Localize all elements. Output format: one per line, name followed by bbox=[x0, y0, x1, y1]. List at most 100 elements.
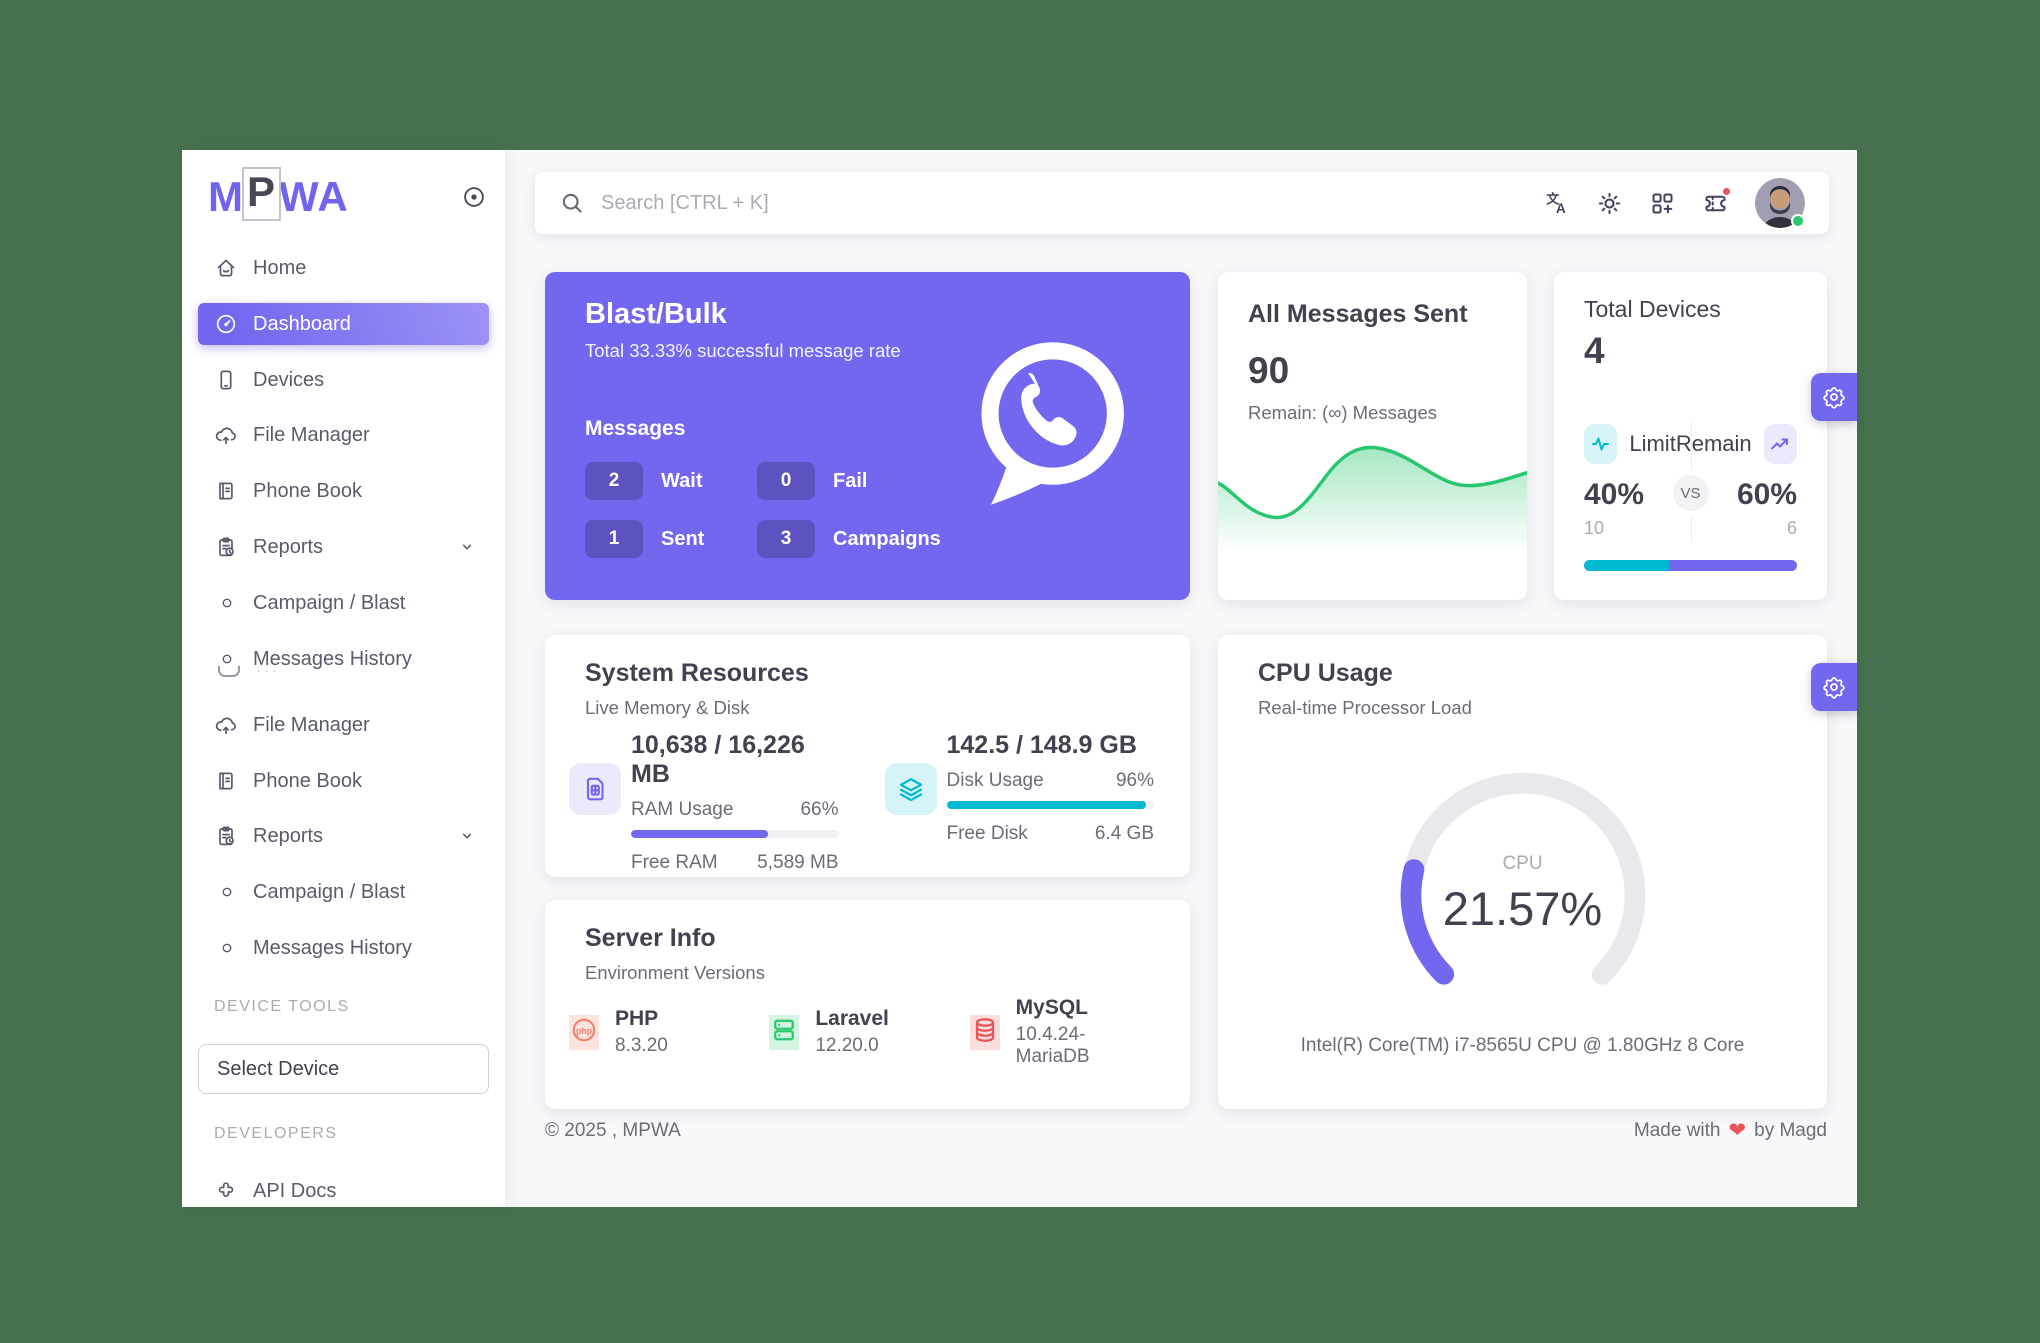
all-messages-remaining: Remain: (∞) Messages bbox=[1248, 402, 1437, 423]
search-icon[interactable] bbox=[559, 190, 585, 216]
cpu-usage-card: CPU Usage Real-time Processor Load CPU 2… bbox=[1218, 635, 1827, 1109]
stat-wait: 2 Wait bbox=[585, 462, 757, 500]
sidebar-item-reports-2[interactable]: Reports bbox=[198, 815, 489, 857]
select-device-dropdown[interactable]: Select Device bbox=[198, 1044, 489, 1094]
system-resources-title: System Resources bbox=[585, 659, 809, 687]
logo-text-pre: M bbox=[208, 173, 244, 220]
limit-count: 10 bbox=[1584, 518, 1605, 538]
heart-icon: ❤ bbox=[1728, 1119, 1747, 1142]
sidebar-item-campaign-blast-2[interactable]: Campaign / Blast bbox=[198, 871, 489, 913]
ram-progress bbox=[631, 830, 839, 838]
sidebar-item-dashboard[interactable]: Dashboard bbox=[198, 303, 489, 345]
stat-campaigns-label: Campaigns bbox=[833, 527, 941, 550]
disk-progress-fill bbox=[946, 801, 1146, 809]
ram-usage-label: RAM Usage bbox=[631, 799, 734, 820]
stat-campaigns-value: 3 bbox=[757, 520, 815, 558]
blast-bulk-card: Blast/Bulk Total 33.33% successful messa… bbox=[545, 272, 1190, 600]
system-resources-subtitle: Live Memory & Disk bbox=[585, 697, 750, 718]
sidebar-item-home[interactable]: Home bbox=[198, 247, 489, 289]
sidebar: M P WA Home Dashboard Devices File Manager… bbox=[182, 150, 505, 1207]
disk-layers-icon bbox=[884, 763, 937, 815]
sidebar-item-label: Reports bbox=[253, 824, 324, 847]
search-input[interactable] bbox=[601, 191, 1543, 215]
cpu-usage-title: CPU Usage bbox=[1258, 659, 1393, 687]
logo-text-post: WA bbox=[279, 173, 349, 220]
ram-resource: 10,638 / 16,226 MB RAM Usage 66% Free RA… bbox=[569, 731, 839, 874]
mysql-item: MySQL 10.4.24-MariaDB bbox=[969, 996, 1170, 1068]
clipped-sidebar-text-fragment: ··· bbox=[256, 662, 280, 679]
sidebar-item-label: Messages History bbox=[253, 647, 412, 670]
chevron-down-icon bbox=[457, 826, 477, 846]
phone-book-icon bbox=[214, 769, 238, 793]
environment-items: PHP 8.3.20 Laravel 12.20.0 MySQL 10.4. bbox=[569, 996, 1170, 1068]
php-item: PHP 8.3.20 bbox=[569, 996, 769, 1068]
sidebar-item-file-manager-2[interactable]: File Manager bbox=[198, 704, 489, 746]
home-icon bbox=[214, 256, 238, 280]
navbar-actions bbox=[1543, 178, 1805, 228]
circle-icon bbox=[218, 594, 236, 612]
sidebar-item-label: Phone Book bbox=[253, 479, 362, 502]
stat-fail: 0 Fail bbox=[757, 462, 941, 500]
sidebar-item-label: Campaign / Blast bbox=[253, 880, 406, 903]
theme-sun-icon[interactable] bbox=[1596, 190, 1623, 217]
clipped-sidebar-item-fragment bbox=[218, 666, 240, 677]
report-icon bbox=[214, 824, 238, 848]
customizer-gear-button-bottom[interactable] bbox=[1811, 663, 1857, 711]
percent-row: 40% 60% bbox=[1584, 478, 1797, 512]
shortcuts-grid-icon[interactable] bbox=[1649, 190, 1676, 217]
total-devices-card: Total Devices 4 Limit Remain VS 40% 60% … bbox=[1554, 272, 1827, 600]
sidebar-item-messages-history[interactable]: Messages History bbox=[198, 638, 489, 680]
circle-icon bbox=[218, 883, 236, 901]
limit-remain-row: Limit Remain bbox=[1584, 424, 1797, 464]
api-icon bbox=[214, 1179, 238, 1203]
whatsapp-icon bbox=[952, 328, 1142, 518]
sidebar-item-api-docs[interactable]: API Docs bbox=[198, 1170, 489, 1212]
report-icon bbox=[214, 535, 238, 559]
copyright-text: © 2025 , MPWA bbox=[545, 1119, 681, 1141]
cloud-upload-icon bbox=[214, 713, 238, 737]
sidebar-item-reports[interactable]: Reports bbox=[198, 526, 489, 568]
phone-book-icon bbox=[214, 479, 238, 503]
language-icon[interactable] bbox=[1543, 190, 1570, 217]
sidebar-item-messages-history-2[interactable]: Messages History bbox=[198, 927, 489, 969]
cpu-model-info: Intel(R) Core(TM) i7-8565U CPU @ 1.80GHz… bbox=[1300, 1035, 1745, 1056]
user-avatar[interactable] bbox=[1755, 178, 1805, 228]
cpu-gauge: CPU 21.57% bbox=[1383, 755, 1663, 1035]
free-disk-value: 6.4 GB bbox=[1094, 823, 1154, 844]
all-messages-card: All Messages Sent 90 Remain: (∞) Message… bbox=[1218, 272, 1527, 600]
sidebar-item-phone-book[interactable]: Phone Book bbox=[198, 470, 489, 512]
footer: © 2025 , MPWA Made with ❤ by Magd bbox=[545, 1118, 1827, 1143]
blast-messages-label: Messages bbox=[585, 417, 686, 440]
sidebar-pin-toggle-icon[interactable] bbox=[461, 184, 487, 210]
mysql-version: 10.4.24-MariaDB bbox=[1015, 1024, 1090, 1067]
vs-badge: VS bbox=[1667, 470, 1714, 516]
free-disk-label: Free Disk bbox=[946, 823, 1028, 844]
stat-campaigns: 3 Campaigns bbox=[757, 520, 941, 558]
php-name: PHP bbox=[615, 1007, 659, 1030]
laravel-name: Laravel bbox=[815, 1007, 889, 1030]
brand-logo[interactable]: M P WA bbox=[208, 167, 349, 224]
remain-percent: 60% bbox=[1736, 478, 1797, 511]
limit-label: Limit bbox=[1629, 431, 1676, 456]
sidebar-item-devices[interactable]: Devices bbox=[198, 359, 489, 401]
sidebar-item-phone-book-2[interactable]: Phone Book bbox=[198, 760, 489, 802]
disk-resource: 142.5 / 148.9 GB Disk Usage 96% Free Dis… bbox=[884, 731, 1154, 874]
server-info-card: Server Info Environment Versions PHP 8.3… bbox=[545, 900, 1190, 1109]
customizer-gear-button-top[interactable] bbox=[1811, 373, 1857, 421]
disk-value: 142.5 / 148.9 GB bbox=[946, 731, 1137, 759]
sidebar-item-campaign-blast[interactable]: Campaign / Blast bbox=[198, 582, 489, 624]
mysql-database-icon bbox=[969, 1014, 1000, 1050]
sidebar-item-file-manager[interactable]: File Manager bbox=[198, 414, 489, 456]
php-version: 8.3.20 bbox=[615, 1035, 668, 1056]
stat-fail-value: 0 bbox=[757, 462, 815, 500]
server-info-subtitle: Environment Versions bbox=[585, 962, 765, 983]
sidebar-item-label: Home bbox=[253, 256, 307, 279]
laravel-item: Laravel 12.20.0 bbox=[769, 996, 969, 1068]
notifications-icon[interactable] bbox=[1702, 185, 1732, 217]
laravel-version: 12.20.0 bbox=[815, 1035, 879, 1056]
resources-columns: 10,638 / 16,226 MB RAM Usage 66% Free RA… bbox=[569, 731, 1154, 874]
free-ram-label: Free RAM bbox=[631, 852, 718, 873]
total-devices-title: Total Devices bbox=[1584, 296, 1721, 322]
blast-subtitle: Total 33.33% successful message rate bbox=[585, 340, 901, 361]
circle-icon bbox=[218, 939, 236, 957]
